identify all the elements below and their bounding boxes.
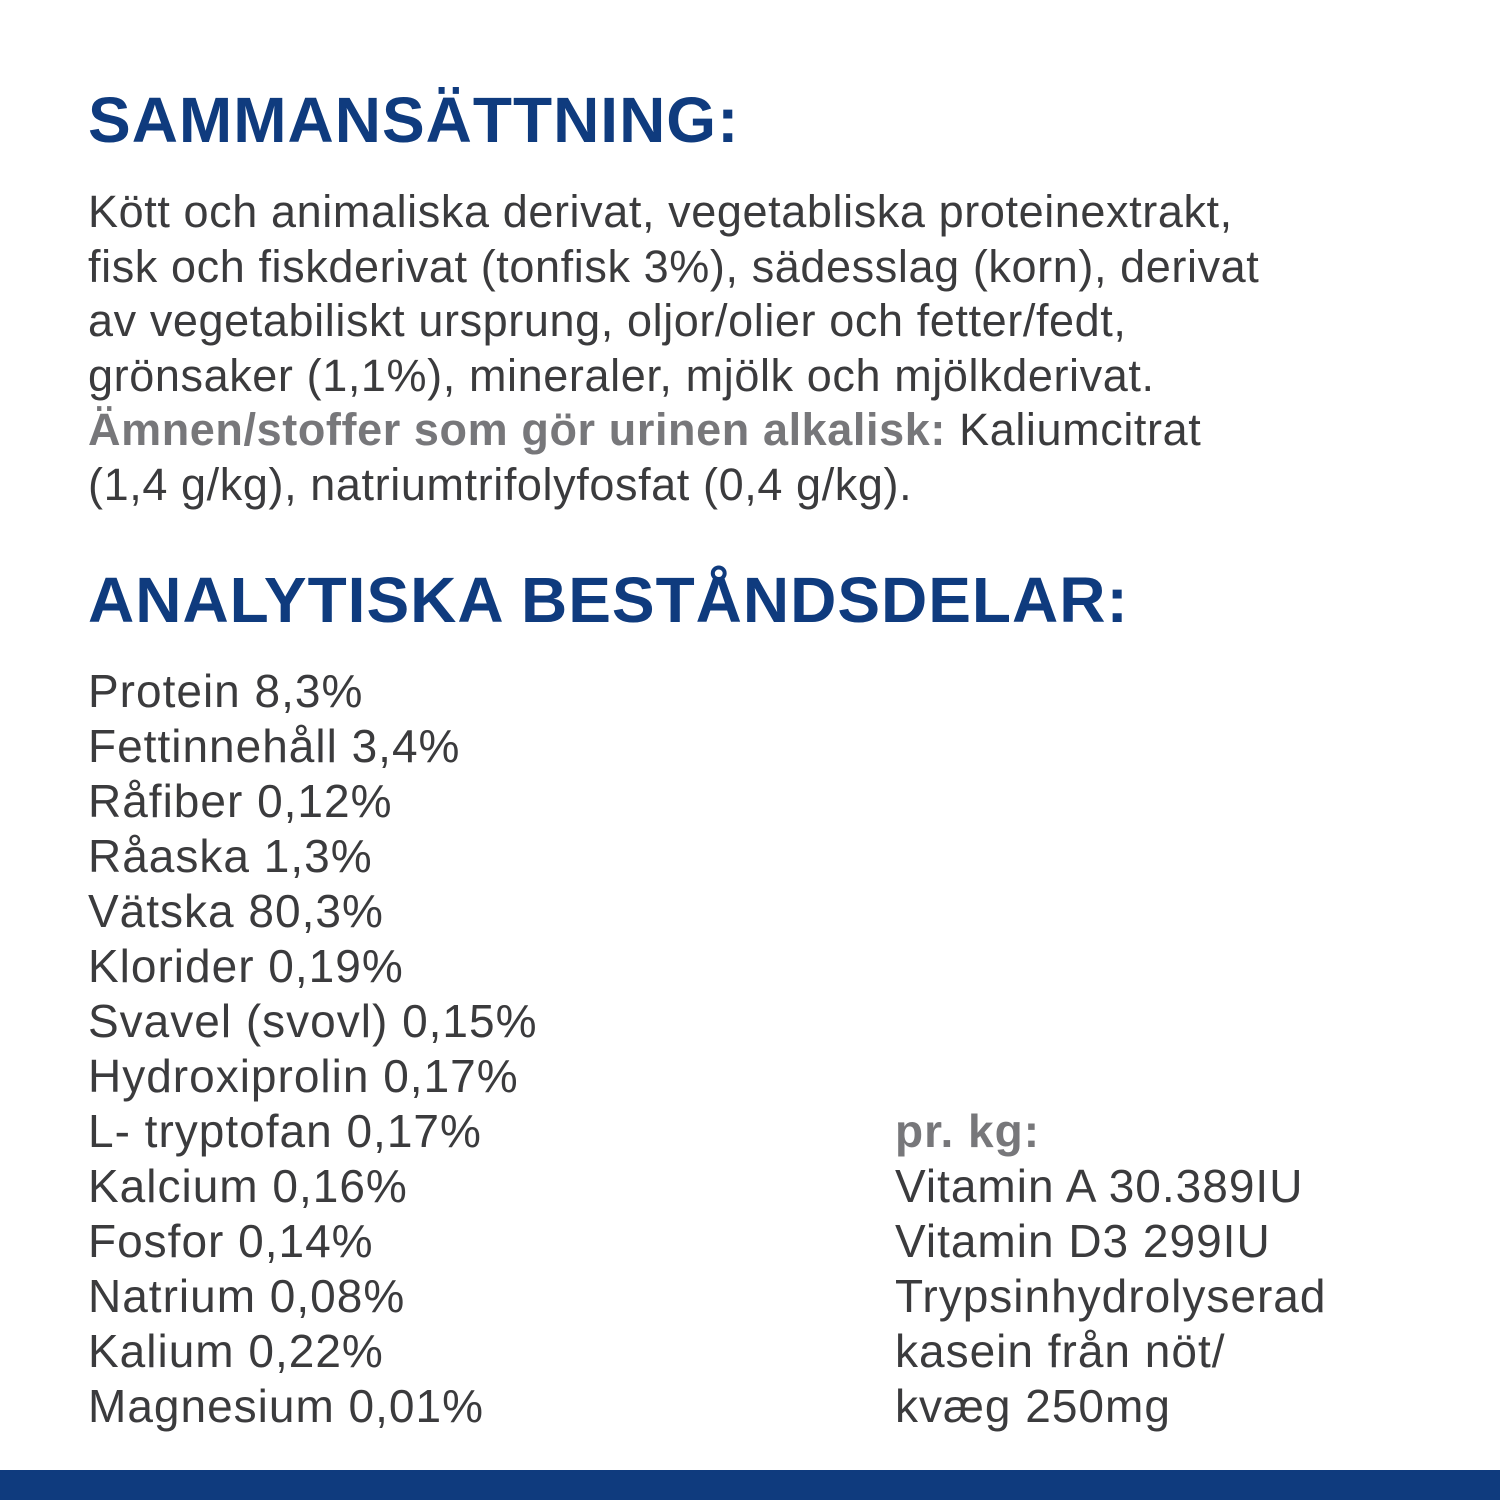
alkaline-label: Ämnen/stoffer som gör urinen alkalisk:: [88, 404, 946, 455]
list-item: Fosfor 0,14%: [88, 1215, 374, 1267]
list-item: Fettinnehåll 3,4%: [88, 720, 461, 772]
list-item: Trypsinhydrolyserad: [895, 1270, 1327, 1322]
list-item: kasein från nöt/: [895, 1325, 1226, 1377]
list-item: kvæg 250mg: [895, 1380, 1171, 1432]
composition-line: Kött och animaliska derivat, vegetablisk…: [88, 186, 1233, 237]
alkaline-line: Ämnen/stoffer som gör urinen alkalisk: K…: [88, 403, 1259, 458]
alkaline-text: Kaliumcitrat: [945, 404, 1202, 455]
list-item: Hydroxiprolin 0,17%: [88, 1050, 519, 1102]
alkaline-line-2: (1,4 g/kg), natriumtrifolyfosfat (0,4 g/…: [88, 458, 913, 510]
list-item: Kalcium 0,16%: [88, 1160, 408, 1212]
list-item: Klorider 0,19%: [88, 940, 404, 992]
list-item: Protein 8,3%: [88, 665, 364, 717]
list-item: Natrium 0,08%: [88, 1270, 406, 1322]
list-item: Vätska 80,3%: [88, 885, 384, 937]
list-item: Vitamin A 30.389IU: [895, 1160, 1304, 1212]
per-kg-list: pr. kg: Vitamin A 30.389IU Vitamin D3 29…: [895, 1104, 1326, 1434]
footer-bar: [0, 1470, 1500, 1500]
analytical-list: Protein 8,3% Fettinnehåll 3,4% Råfiber 0…: [88, 664, 538, 1434]
list-item: Vitamin D3 299IU: [895, 1215, 1271, 1267]
list-item: Magnesium 0,01%: [88, 1380, 484, 1432]
analytical-heading: ANALYTISKA BESTÅNDSDELAR:: [88, 564, 1129, 636]
composition-heading: SAMMANSÄTTNING:: [88, 84, 740, 156]
list-item: Råaska 1,3%: [88, 830, 373, 882]
list-item: L- tryptofan 0,17%: [88, 1105, 482, 1157]
per-kg-label: pr. kg:: [895, 1105, 1041, 1157]
list-item: Svavel (svovl) 0,15%: [88, 995, 538, 1047]
composition-line: av vegetabiliskt ursprung, oljor/olier o…: [88, 295, 1127, 346]
list-item: Råfiber 0,12%: [88, 775, 393, 827]
composition-line: grönsaker (1,1%), mineraler, mjölk och m…: [88, 349, 1155, 401]
list-item: Kalium 0,22%: [88, 1325, 384, 1377]
composition-text: Kött och animaliska derivat, vegetablisk…: [88, 185, 1259, 512]
composition-line: fisk och fiskderivat (tonfisk 3%), sädes…: [88, 240, 1260, 292]
